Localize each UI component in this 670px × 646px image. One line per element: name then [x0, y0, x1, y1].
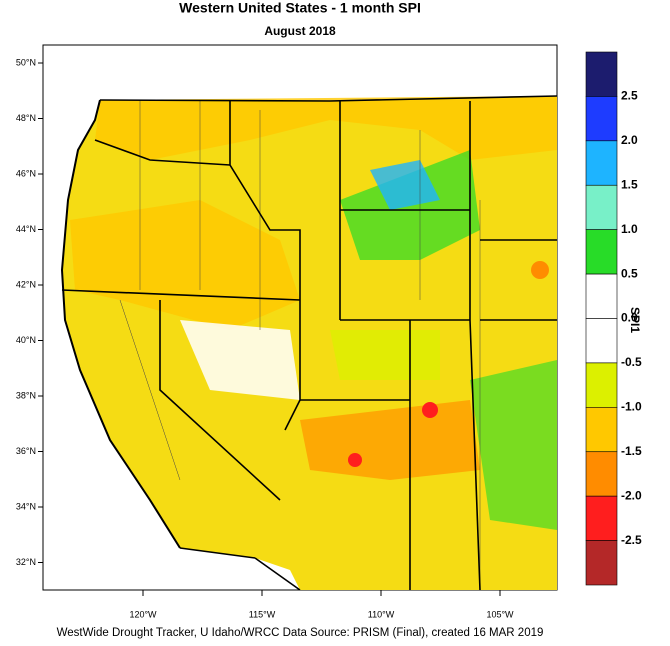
lat-label: 48°N — [16, 113, 36, 123]
lat-label: 36°N — [16, 446, 36, 456]
colorbar-label: 1.0 — [621, 222, 638, 236]
lon-labels: 120°W 115°W 110°W 105°W — [129, 590, 514, 619]
colorbar-label: -2.0 — [621, 488, 642, 502]
colorbar-segment — [585, 96, 618, 142]
colorbar-title: SPI1 — [628, 307, 642, 333]
lat-label: 32°N — [16, 557, 36, 567]
lon-label: 115°W — [249, 609, 276, 619]
colorbar-label: -1.0 — [621, 400, 642, 414]
lat-labels: 50°N 48°N 46°N 44°N 42°N 40°N 38°N 36°N 34°N 32°N — [16, 57, 43, 567]
map — [42, 44, 558, 591]
colorbar-label: 1.5 — [621, 177, 638, 191]
colorbar-label: -1.5 — [621, 444, 642, 458]
colorbar-label: -2.5 — [621, 533, 642, 547]
colorbar-segment — [585, 362, 618, 408]
title: Western United States - 1 month SPI — [179, 0, 421, 16]
colorbar-label: -0.5 — [621, 355, 642, 369]
colorbar-segment — [585, 495, 618, 541]
lat-label: 40°N — [16, 335, 36, 345]
colorbar-label: 0.0 — [621, 311, 638, 325]
colorbar-segment — [585, 51, 618, 97]
colorbar: 2.5 2.0 1.5 1.0 0.5 0.0 -0.5 -1.0 -1.5 -2.0 -2.5 — [585, 51, 642, 586]
colorbar-segment — [585, 140, 618, 186]
subtitle: August 2018 — [264, 24, 336, 38]
lon-label: 110°W — [368, 609, 395, 619]
lat-label: 46°N — [16, 168, 36, 178]
colorbar-label: 0.5 — [621, 266, 638, 280]
colorbar-label: 2.5 — [621, 89, 638, 103]
lon-label: 105°W — [486, 609, 514, 619]
lat-label: 44°N — [16, 224, 36, 234]
colorbar-segment — [585, 318, 618, 364]
colorbar-segment — [585, 540, 618, 586]
colorbar-segment — [585, 451, 618, 497]
colorbar-segment — [585, 184, 618, 230]
lat-label: 50°N — [16, 57, 36, 67]
colorbar-segment — [585, 229, 618, 275]
lon-label: 120°W — [129, 609, 157, 619]
colorbar-label: 2.0 — [621, 133, 638, 147]
lat-label: 42°N — [16, 279, 36, 289]
footer: WestWide Drought Tracker, U Idaho/WRCC D… — [57, 627, 544, 639]
colorbar-segment — [585, 273, 618, 319]
lat-label: 38°N — [16, 390, 36, 400]
colorbar-segment — [585, 407, 618, 453]
lat-label: 34°N — [16, 501, 36, 511]
